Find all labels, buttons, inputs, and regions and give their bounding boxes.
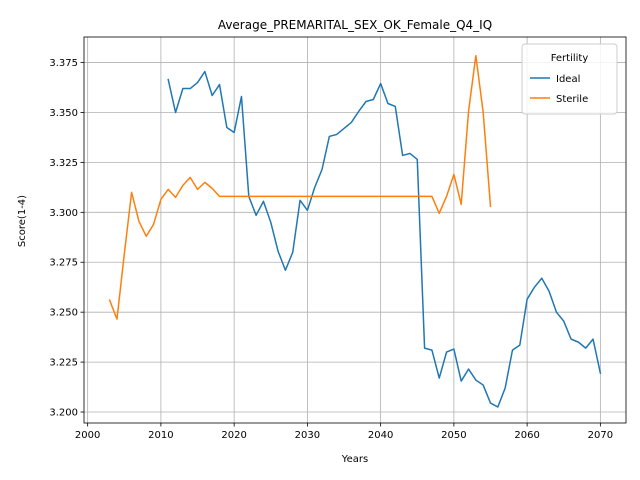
series-line-sterile [108, 54, 492, 320]
y-tick-label: 3.225 [49, 358, 78, 369]
x-tick-label: 2060 [514, 430, 539, 441]
x-tick-label: 2000 [75, 430, 100, 441]
x-tick-label: 2040 [368, 430, 393, 441]
y-axis: 3.200 3.225 3.250 3.275 3.300 3.325 3.350 3.375 [49, 58, 84, 419]
legend-label-ideal: Ideal [556, 74, 580, 85]
y-tick-label: 3.300 [49, 208, 78, 219]
x-tick-label: 2050 [441, 430, 466, 441]
y-tick-label: 3.375 [49, 58, 78, 69]
legend-title: Fertility [551, 53, 589, 64]
y-tick-label: 3.275 [49, 258, 78, 269]
x-tick-label: 2030 [295, 430, 320, 441]
plot-frame [83, 36, 627, 424]
legend-box [521, 43, 618, 115]
x-axis: 2000 2010 2020 2030 2040 2050 2060 2070 [75, 423, 613, 441]
series-layer [108, 54, 602, 408]
legend-label-sterile: Sterile [556, 94, 588, 105]
legend: Fertility Ideal Sterile [521, 43, 618, 115]
y-tick-label: 3.325 [49, 158, 78, 169]
y-tick-label: 3.250 [49, 308, 78, 319]
x-tick-label: 2010 [148, 430, 173, 441]
y-axis-title: Score(1-4) [17, 195, 28, 247]
x-tick-label: 2070 [588, 430, 613, 441]
y-tick-label: 3.200 [49, 408, 78, 419]
x-axis-title: Years [341, 454, 368, 465]
x-tick-label: 2020 [221, 430, 246, 441]
y-tick-label: 3.350 [49, 108, 78, 119]
chart-title: Average_PREMARITAL_SEX_OK_Female_Q4_IQ [218, 18, 492, 32]
series-line-ideal [167, 70, 602, 408]
